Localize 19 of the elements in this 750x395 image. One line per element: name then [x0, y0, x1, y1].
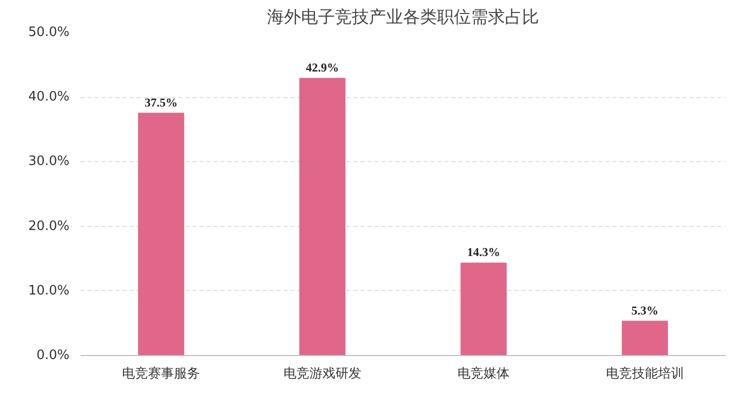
- chart-title: 海外电子竞技产业各类职位需求占比: [267, 8, 539, 28]
- y-tick-label: 50.0%: [28, 25, 70, 40]
- y-tick-label: 40.0%: [28, 90, 70, 105]
- bar: [622, 320, 668, 356]
- data-label: 37.5%: [144, 95, 178, 110]
- data-label: 5.3%: [631, 303, 658, 318]
- y-tick-label: 20.0%: [28, 218, 70, 234]
- data-label: 14.3%: [467, 245, 500, 260]
- bar: [460, 262, 507, 356]
- x-tick-label: 电竞赛事服务: [122, 366, 200, 382]
- bar: [299, 78, 346, 356]
- data-label: 42.9%: [306, 60, 339, 74]
- bar: [138, 112, 184, 356]
- x-tick-label: 电竞媒体: [458, 366, 510, 382]
- x-tick-label: 电竞游戏研发: [283, 366, 362, 382]
- y-tick-label: 0.0%: [36, 348, 70, 363]
- y-tick-label: 30.0%: [28, 154, 70, 170]
- y-tick-label: 10.0%: [28, 283, 70, 298]
- x-tick-label: 电竞技能培训: [606, 366, 684, 382]
